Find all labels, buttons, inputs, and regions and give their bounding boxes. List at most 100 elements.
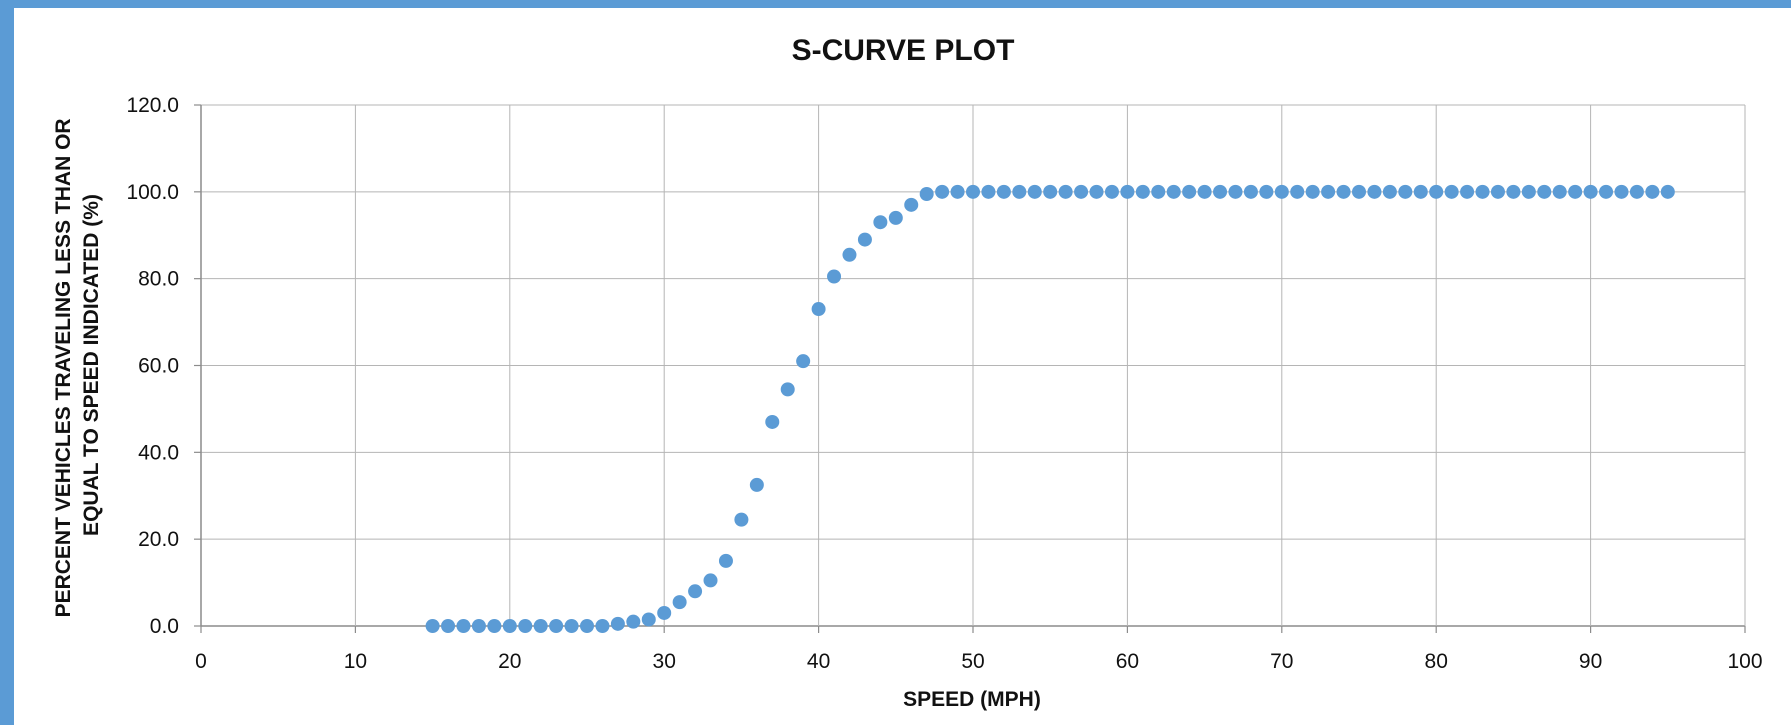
data-point	[595, 619, 610, 633]
chart-title: S-CURVE PLOT	[792, 34, 1015, 67]
x-tick-labels: 0 10 20 30 40 50 60 70 80 90 100	[195, 650, 1762, 673]
data-point	[950, 184, 965, 199]
data-point	[672, 595, 687, 610]
data-point	[1336, 184, 1351, 199]
x-tick-label: 0	[195, 650, 207, 673]
data-point	[471, 619, 486, 633]
data-point	[935, 184, 950, 199]
data-point	[549, 619, 564, 633]
data-point	[1182, 184, 1197, 199]
y-axis-title: PERCENT VEHICLES TRAVELING LESS THAN OR …	[52, 113, 103, 618]
data-point	[1645, 184, 1660, 199]
data-point	[1429, 184, 1444, 199]
grid	[194, 104, 1746, 633]
data-point	[1290, 184, 1305, 199]
data-point	[1135, 184, 1150, 199]
data-point	[1614, 184, 1629, 199]
data-point	[842, 247, 857, 262]
data-point	[1074, 184, 1089, 199]
data-point	[1043, 184, 1058, 199]
data-point	[1274, 184, 1289, 199]
data-point	[533, 619, 548, 633]
data-point	[1352, 184, 1366, 199]
data-point	[796, 354, 811, 369]
x-tick-label: 70	[1270, 650, 1293, 673]
data-points	[425, 184, 1675, 633]
data-point	[811, 302, 826, 317]
data-point	[1460, 184, 1475, 199]
x-tick-label: 20	[498, 650, 521, 673]
data-point	[888, 210, 903, 225]
data-point	[641, 612, 656, 627]
data-point	[502, 619, 517, 633]
data-point	[703, 573, 718, 588]
data-point	[626, 614, 641, 629]
y-tick-labels: 0.0 20.0 40.0 60.0 80.0 100.0 120.0	[126, 94, 179, 638]
data-point	[610, 616, 625, 631]
x-tick-label: 100	[1727, 650, 1762, 673]
data-point	[1521, 184, 1536, 199]
data-point	[996, 184, 1011, 199]
data-point	[827, 269, 842, 284]
data-point	[749, 477, 764, 492]
data-point	[1027, 184, 1042, 199]
data-point	[1104, 184, 1119, 199]
data-point	[1599, 184, 1614, 199]
data-point	[718, 553, 733, 568]
x-tick-label: 10	[344, 650, 367, 673]
y-tick-label: 100.0	[126, 181, 179, 204]
data-point	[1151, 184, 1166, 199]
y-tick-label: 60.0	[138, 355, 179, 378]
data-point	[734, 512, 749, 527]
x-tick-label: 80	[1425, 650, 1448, 673]
data-point	[456, 619, 471, 633]
data-point	[873, 215, 888, 230]
data-point	[966, 184, 980, 199]
data-point	[425, 619, 440, 633]
data-point	[657, 605, 672, 620]
data-point	[1120, 184, 1135, 199]
data-point	[1058, 184, 1073, 199]
data-point	[919, 187, 934, 202]
data-point	[1243, 184, 1258, 199]
data-point	[1475, 184, 1490, 199]
data-point	[1166, 184, 1181, 199]
data-point	[1382, 184, 1397, 199]
x-tick-label: 60	[1116, 650, 1139, 673]
data-point	[1398, 184, 1413, 199]
data-point	[1660, 184, 1675, 199]
y-tick-label: 120.0	[126, 94, 179, 117]
y-tick-label: 0.0	[150, 615, 179, 638]
data-point	[1197, 184, 1212, 199]
data-point	[580, 619, 594, 633]
x-tick-label: 90	[1579, 650, 1602, 673]
x-tick-label: 50	[961, 650, 984, 673]
data-point	[1228, 184, 1243, 199]
y-tick-label: 20.0	[138, 528, 179, 551]
data-point	[1583, 184, 1598, 199]
data-point	[1629, 184, 1644, 199]
data-point	[1321, 184, 1336, 199]
data-point	[688, 584, 703, 599]
data-point	[1552, 184, 1567, 199]
x-axis-title: SPEED (MPH)	[903, 688, 1041, 711]
data-point	[981, 184, 996, 199]
data-point	[1506, 184, 1521, 199]
data-point	[1213, 184, 1228, 199]
data-point	[441, 619, 456, 633]
x-tick-label: 40	[807, 650, 830, 673]
data-point	[1568, 184, 1583, 199]
data-point	[1490, 184, 1505, 199]
data-point	[1089, 184, 1104, 199]
data-point	[1367, 184, 1382, 199]
data-point	[765, 414, 780, 429]
data-point	[1305, 184, 1320, 199]
data-point	[487, 619, 502, 633]
data-point	[564, 619, 579, 633]
data-point	[1259, 184, 1274, 199]
y-axis-title-line-2: EQUAL TO SPEED INDICATED (%)	[80, 194, 103, 536]
y-tick-label: 40.0	[138, 441, 179, 464]
data-point	[1444, 184, 1459, 199]
